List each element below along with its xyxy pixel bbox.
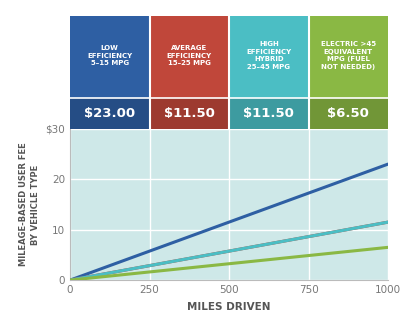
Text: $23.00: $23.00: [84, 107, 135, 120]
Text: HIGH
EFFICIENCY
HYBRID
25–45 MPG: HIGH EFFICIENCY HYBRID 25–45 MPG: [246, 41, 291, 70]
Text: AVERAGE
EFFICIENCY
15–25 MPG: AVERAGE EFFICIENCY 15–25 MPG: [167, 45, 212, 66]
Text: LOW
EFFICIENCY
5–15 MPG: LOW EFFICIENCY 5–15 MPG: [87, 45, 132, 66]
Y-axis label: MILEAGE-BASED USER FEE
BY VEHICLE TYPE: MILEAGE-BASED USER FEE BY VEHICLE TYPE: [19, 143, 40, 266]
Text: $11.50: $11.50: [243, 107, 294, 120]
Text: $6.50: $6.50: [327, 107, 369, 120]
X-axis label: MILES DRIVEN: MILES DRIVEN: [187, 302, 271, 312]
Text: $11.50: $11.50: [164, 107, 215, 120]
Text: ELECTRIC >45
EQUIVALENT
MPG (FUEL
NOT NEEDED): ELECTRIC >45 EQUIVALENT MPG (FUEL NOT NE…: [321, 41, 376, 70]
